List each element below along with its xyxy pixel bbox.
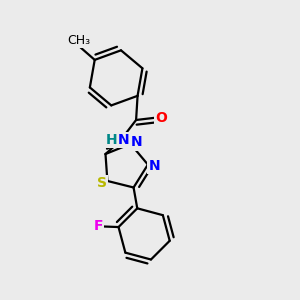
Text: F: F <box>94 220 103 233</box>
Text: N: N <box>148 159 160 173</box>
Text: O: O <box>155 111 167 124</box>
Text: N: N <box>118 133 129 147</box>
Text: H: H <box>106 133 118 147</box>
Text: N: N <box>130 135 142 149</box>
Text: S: S <box>97 176 107 190</box>
Text: CH₃: CH₃ <box>68 34 91 47</box>
